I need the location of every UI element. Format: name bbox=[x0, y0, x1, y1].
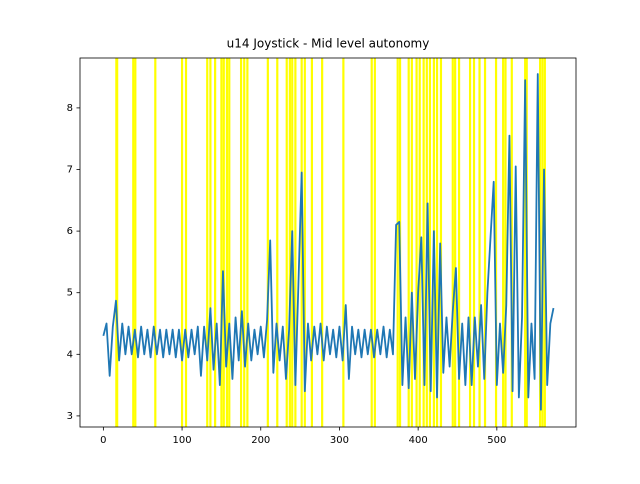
x-tick-label: 300 bbox=[330, 435, 349, 446]
chart-title: u14 Joystick - Mid level autonomy bbox=[227, 37, 430, 51]
y-tick-label: 7 bbox=[67, 165, 73, 176]
y-tick-label: 5 bbox=[67, 288, 73, 299]
y-tick-label: 6 bbox=[67, 226, 73, 237]
x-tick-label: 200 bbox=[251, 435, 270, 446]
plot-frame bbox=[79, 57, 577, 428]
x-tick-label: 400 bbox=[409, 435, 428, 446]
y-tick-label: 4 bbox=[67, 349, 73, 360]
y-tick-label: 8 bbox=[67, 103, 73, 114]
x-tick-label: 100 bbox=[173, 435, 192, 446]
x-tick-label: 500 bbox=[487, 435, 506, 446]
x-tick-label: 0 bbox=[100, 435, 106, 446]
data-line bbox=[102, 73, 555, 411]
y-tick-label: 3 bbox=[67, 411, 73, 422]
